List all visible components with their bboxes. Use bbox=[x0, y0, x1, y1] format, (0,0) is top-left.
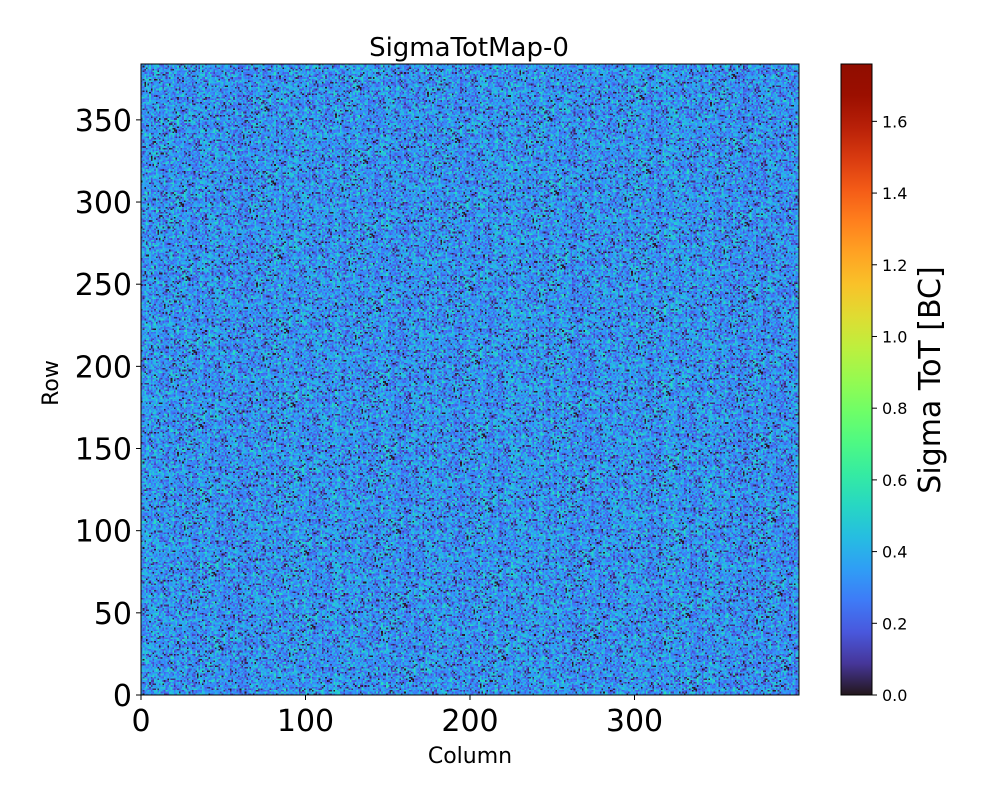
colorbar-label: Sigma ToT [BC] bbox=[913, 266, 948, 493]
colorbar-tick-label: 0.0 bbox=[882, 686, 907, 705]
colorbar-ticks: 0.0 0.2 0.4 0.6 0.8 1.0 1.2 1.4 1.6 bbox=[872, 112, 907, 705]
y-tick-label: 50 bbox=[94, 597, 132, 632]
y-tick-label: 0 bbox=[113, 679, 132, 714]
y-tick-label: 150 bbox=[75, 433, 132, 468]
heatmap-area bbox=[141, 64, 799, 695]
chart-title: SigmaTotMap-0 bbox=[369, 33, 569, 63]
y-tick-label: 200 bbox=[75, 350, 132, 385]
colorbar-tick-label: 1.2 bbox=[882, 256, 907, 275]
x-tick-label: 0 bbox=[131, 704, 150, 739]
colorbar-tick-label: 0.6 bbox=[882, 471, 907, 490]
colorbar-tick-label: 1.6 bbox=[882, 112, 907, 131]
x-tick-label: 300 bbox=[606, 704, 663, 739]
y-tick-label: 250 bbox=[75, 268, 132, 303]
colorbar-tick-label: 0.4 bbox=[882, 543, 907, 562]
colorbar-tick-label: 1.4 bbox=[882, 184, 907, 203]
y-tick-label: 300 bbox=[75, 186, 132, 221]
colorbar-tick-label: 0.8 bbox=[882, 399, 907, 418]
colorbar bbox=[840, 63, 873, 696]
y-axis-label: Row bbox=[39, 360, 64, 406]
x-tick-label: 200 bbox=[441, 704, 498, 739]
x-axis-label: Column bbox=[428, 744, 512, 769]
colorbar-tick-label: 1.0 bbox=[882, 327, 907, 346]
heatmap-canvas bbox=[141, 64, 799, 695]
y-axis: 0 50 100 150 200 250 300 350 bbox=[75, 104, 141, 714]
colorbar-tick-label: 0.2 bbox=[882, 614, 907, 633]
y-tick-label: 350 bbox=[75, 104, 132, 139]
y-tick-label: 100 bbox=[75, 515, 132, 550]
x-axis: 0 100 200 300 bbox=[131, 695, 663, 739]
x-tick-label: 100 bbox=[277, 704, 334, 739]
